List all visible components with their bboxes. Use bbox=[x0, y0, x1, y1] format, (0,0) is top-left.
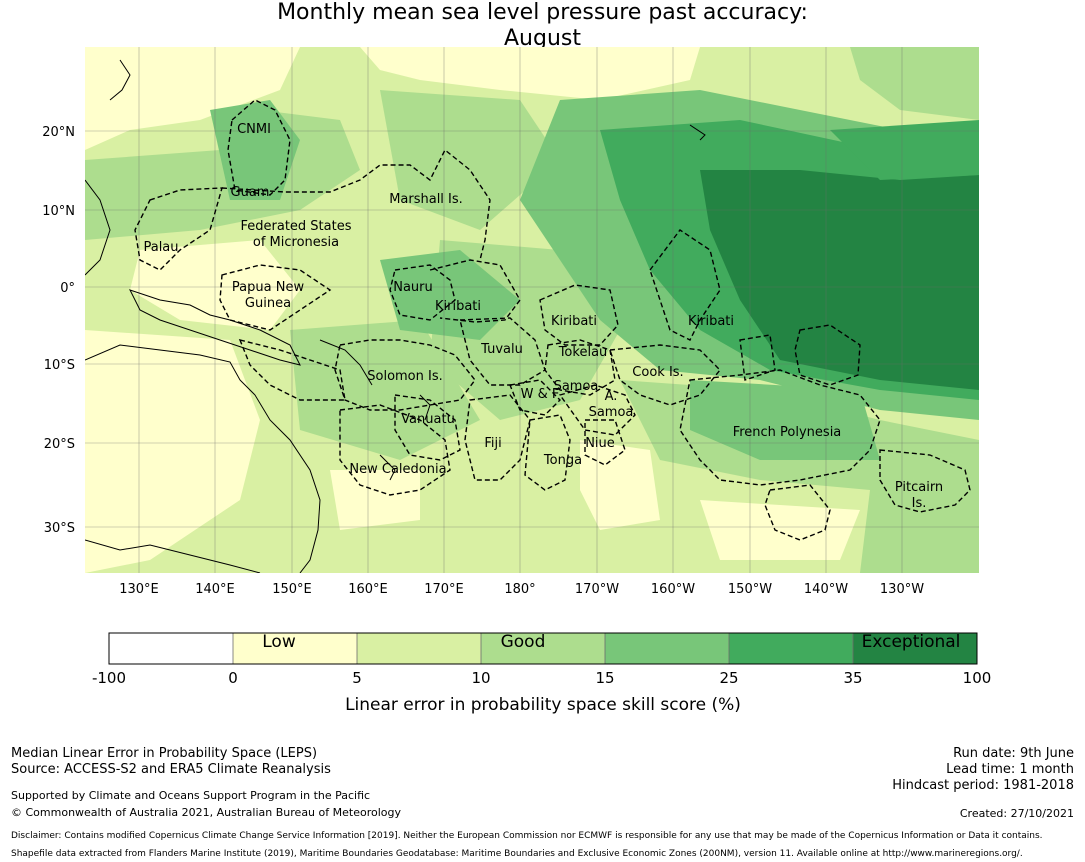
lon-tick: 160°W bbox=[651, 582, 695, 597]
region-label-nauru: Nauru bbox=[393, 280, 433, 295]
region-label-kiribati-phoenix: Kiribati bbox=[551, 314, 597, 329]
colorbar: Low Good Exceptional -100 0 5 10 15 25 3… bbox=[92, 632, 991, 715]
footer-disclaimer: Disclaimer: Contains modified Copernicus… bbox=[11, 831, 1043, 841]
colorbar-band bbox=[233, 633, 357, 664]
colorbar-category-low: Low bbox=[262, 632, 296, 652]
footer-source: Source: ACCESS-S2 and ERA5 Climate Reana… bbox=[11, 762, 331, 777]
chart-title-line1: Monthly mean sea level pressure past acc… bbox=[277, 0, 808, 25]
colorbar-band bbox=[481, 633, 605, 664]
region-label-french-polynesia: French Polynesia bbox=[733, 425, 842, 440]
region-label-cnmi: CNMI bbox=[237, 122, 271, 137]
colorbar-category-exceptional: Exceptional bbox=[862, 632, 961, 652]
eez-boundaries bbox=[134, 99, 971, 541]
colorbar-tick: 5 bbox=[352, 669, 362, 687]
region-label-niue: Niue bbox=[585, 436, 615, 451]
footer-run-date: Run date: 9th June bbox=[953, 746, 1074, 761]
region-label-palau: Palau bbox=[143, 240, 178, 255]
footer-created: Created: 27/10/2021 bbox=[959, 807, 1074, 820]
region-label-new-caledonia: New Caledonia bbox=[349, 462, 446, 477]
colorbar-tick: -100 bbox=[92, 669, 126, 687]
footer-hindcast: Hindcast period: 1981-2018 bbox=[892, 778, 1074, 793]
region-label-american-samoa-1: A. bbox=[605, 389, 618, 404]
footer-lead-time: Lead time: 1 month bbox=[946, 762, 1074, 777]
colorbar-tick: 35 bbox=[843, 669, 862, 687]
lon-tick: 130°E bbox=[119, 582, 159, 597]
colorbar-tick: 15 bbox=[595, 669, 614, 687]
region-label-kiribati-line: Kiribati bbox=[688, 314, 734, 329]
lon-tick: 170°E bbox=[424, 582, 464, 597]
colorbar-tick: 100 bbox=[963, 669, 992, 687]
coastlines bbox=[85, 59, 706, 573]
lon-tick: 150°W bbox=[728, 582, 772, 597]
region-label-marshall: Marshall Is. bbox=[389, 192, 463, 207]
colorbar-band bbox=[605, 633, 729, 664]
lon-tick: 140°W bbox=[804, 582, 848, 597]
colorbar-category-good: Good bbox=[501, 632, 546, 652]
colorbar-band bbox=[853, 633, 977, 664]
graticule bbox=[85, 47, 979, 573]
colorbar-band bbox=[729, 633, 853, 664]
region-label-tonga: Tonga bbox=[543, 453, 582, 468]
colorbar-band bbox=[109, 633, 233, 664]
region-label-png-2: Guinea bbox=[245, 296, 291, 311]
region-label-vanuatu: Vanuatu bbox=[401, 412, 455, 427]
region-label-guam: Guam bbox=[231, 185, 270, 200]
region-label-png-1: Papua New bbox=[232, 280, 305, 295]
region-label-fiji: Fiji bbox=[484, 436, 501, 451]
lat-tick-labels: 20°N 10°N 0° 10°S 20°S 30°S bbox=[42, 125, 75, 536]
colorbar-band bbox=[357, 633, 481, 664]
region-label-fsm-1: Federated States bbox=[241, 219, 352, 234]
lon-tick: 180° bbox=[504, 582, 535, 597]
chart-title-line2: August bbox=[504, 26, 581, 51]
lon-tick: 140°E bbox=[195, 582, 235, 597]
lon-tick: 170°W bbox=[575, 582, 619, 597]
lon-tick: 130°W bbox=[880, 582, 924, 597]
footer-method: Median Linear Error in Probability Space… bbox=[11, 746, 318, 761]
footer-copyright: © Commonwealth of Australia 2021, Austra… bbox=[11, 806, 401, 819]
region-labels: CNMI Guam Marshall Is. Federated States … bbox=[143, 122, 943, 511]
lon-tick: 150°E bbox=[272, 582, 312, 597]
colorbar-tick: 10 bbox=[471, 669, 490, 687]
colorbar-tick: 0 bbox=[228, 669, 238, 687]
region-label-cook: Cook Is. bbox=[632, 365, 683, 380]
colorbar-tick: 25 bbox=[719, 669, 738, 687]
lat-tick: 0° bbox=[60, 281, 75, 296]
region-label-tokelau: Tokelau bbox=[558, 345, 608, 360]
region-label-pitcairn-1: Pitcairn bbox=[895, 480, 943, 495]
skill-field bbox=[85, 47, 979, 573]
footer-support: Supported by Climate and Oceans Support … bbox=[11, 789, 371, 802]
footer-shapefile-credit: Shapefile data extracted from Flanders M… bbox=[11, 849, 1023, 859]
lat-tick: 20°N bbox=[42, 125, 75, 140]
map-frame bbox=[85, 47, 979, 573]
lat-tick: 20°S bbox=[44, 437, 75, 452]
region-label-pitcairn-2: Is. bbox=[912, 496, 927, 511]
region-label-solomon: Solomon Is. bbox=[367, 369, 443, 384]
colorbar-label: Linear error in probability space skill … bbox=[345, 695, 741, 715]
region-label-samoa: Samoa bbox=[554, 379, 599, 394]
lat-tick: 10°N bbox=[42, 204, 75, 219]
region-label-fsm-2: of Micronesia bbox=[253, 235, 339, 250]
region-label-wallis-futuna: W & F bbox=[521, 387, 560, 402]
lat-tick: 30°S bbox=[44, 521, 75, 536]
region-label-american-samoa-2: Samoa bbox=[589, 405, 634, 420]
lat-tick: 10°S bbox=[44, 358, 75, 373]
map-figure: CNMI Guam Marshall Is. Federated States … bbox=[42, 47, 991, 715]
lon-tick: 160°E bbox=[348, 582, 388, 597]
lon-tick-labels: 130°E 140°E 150°E 160°E 170°E 180° 170°W… bbox=[119, 582, 924, 597]
region-label-tuvalu: Tuvalu bbox=[480, 342, 523, 357]
region-label-kiribati-gilbert: Kiribati bbox=[435, 299, 481, 314]
